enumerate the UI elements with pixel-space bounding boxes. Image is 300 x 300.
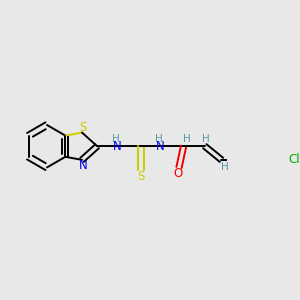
Text: H: H bbox=[220, 162, 228, 172]
Text: N: N bbox=[79, 159, 88, 172]
Text: H: H bbox=[155, 134, 162, 144]
Text: S: S bbox=[79, 121, 86, 134]
Text: S: S bbox=[137, 170, 145, 183]
Text: H: H bbox=[202, 134, 210, 144]
Text: O: O bbox=[173, 167, 182, 180]
Text: H: H bbox=[112, 134, 120, 144]
Text: N: N bbox=[156, 140, 164, 153]
Text: H: H bbox=[184, 134, 191, 144]
Text: N: N bbox=[113, 140, 122, 153]
Text: Cl: Cl bbox=[288, 153, 300, 167]
